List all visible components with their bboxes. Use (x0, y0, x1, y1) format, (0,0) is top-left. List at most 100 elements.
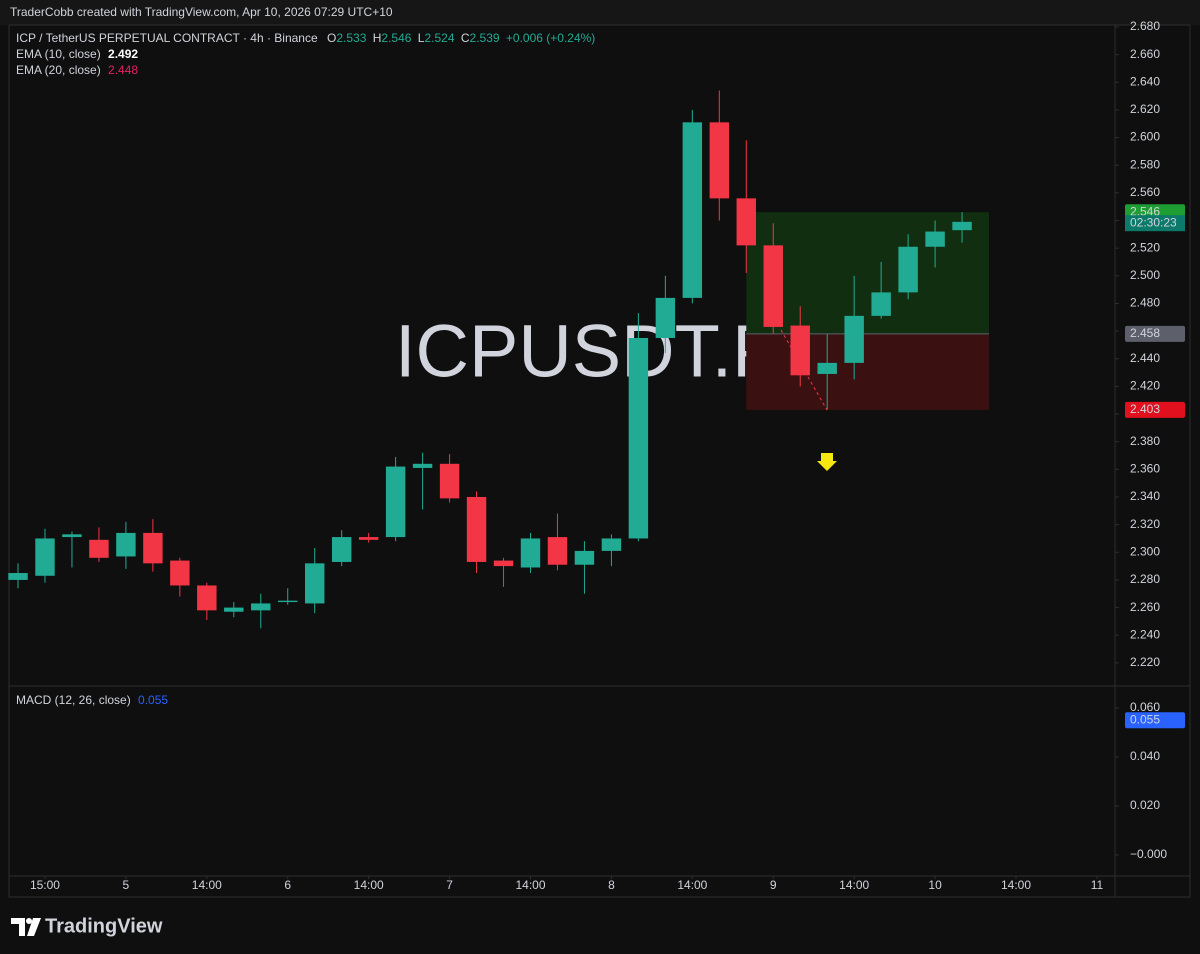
symbol-title: ICP / TetherUS PERPETUAL CONTRACT · 4h ·… (16, 31, 318, 45)
ohlc-value: 2.524 (424, 31, 454, 45)
logo-mark (11, 918, 25, 936)
ohlc-label: C (461, 31, 470, 45)
change-value: +0.006 (+0.24%) (506, 31, 595, 45)
candle-body (62, 534, 82, 538)
target-tag: 2.546 (1130, 204, 1160, 218)
candle-body (898, 246, 918, 293)
stop-zone (746, 333, 990, 410)
ohlc-value: 2.533 (336, 31, 366, 45)
x-tick-label: 9 (770, 878, 777, 892)
legend-main: ICP / TetherUS PERPETUAL CONTRACT · 4h ·… (16, 31, 595, 45)
legend-value: 2.448 (108, 63, 138, 77)
ohlc-label: O (327, 31, 336, 45)
x-tick-label: 14:00 (354, 878, 384, 892)
target-zone (746, 212, 990, 334)
candle-body (655, 297, 676, 338)
y-tick-label: 2.380 (1130, 434, 1160, 448)
y-tick-label: 2.560 (1130, 185, 1160, 199)
logo-mark (26, 918, 32, 924)
watermark: ICPUSDT.P (395, 310, 782, 393)
y-tick-label: 2.580 (1130, 157, 1160, 171)
candle-body (412, 463, 433, 468)
ohlc-value: 2.539 (470, 31, 500, 45)
candle-body (8, 573, 28, 580)
countdown-bg (1125, 215, 1185, 232)
candle-body (844, 315, 864, 363)
x-tick-label: 7 (446, 878, 453, 892)
x-tick-label: 15:00 (30, 878, 60, 892)
logo-mark (27, 918, 41, 936)
candle-body (197, 585, 217, 611)
y-tick-label: 0.060 (1130, 700, 1160, 714)
y-tick-label: 2.480 (1130, 296, 1160, 310)
countdown: 02:30:23 (1130, 215, 1177, 229)
candle-body (952, 221, 972, 231)
chart-layer: 2.6802.6602.6402.6202.6002.5802.5602.540… (8, 19, 1185, 892)
y-tick-label: 2.660 (1130, 47, 1160, 61)
candle-body (251, 603, 271, 611)
x-tick-label: 6 (284, 878, 291, 892)
value-tag-bg (1125, 712, 1185, 729)
y-tick-label: 2.440 (1130, 351, 1160, 365)
candle-body (547, 537, 568, 565)
arrow-marker (817, 453, 837, 471)
candle-body (520, 538, 541, 568)
ohlc-label: L (418, 31, 425, 45)
stop-tag-bg (1125, 401, 1185, 418)
y-tick-label: 2.680 (1130, 19, 1160, 33)
candle-body (305, 563, 325, 604)
x-tick-label: 5 (123, 878, 130, 892)
x-tick-label: 8 (608, 878, 615, 892)
candle-body (763, 245, 783, 327)
stop-tag: 2.403 (1130, 402, 1160, 416)
logo: TradingView (11, 915, 163, 937)
candle-body (871, 292, 891, 316)
y-tick-label: 2.620 (1130, 102, 1160, 116)
candle-body (709, 122, 730, 199)
x-tick-label: 14:00 (677, 878, 707, 892)
x-tick-label: 11 (1091, 878, 1104, 892)
legend-value: 2.492 (108, 47, 138, 61)
x-tick-label: 14:00 (515, 878, 545, 892)
candle-body (116, 532, 136, 557)
candle-body (493, 560, 514, 567)
candle-body (385, 466, 406, 538)
candle-body (439, 463, 460, 499)
y-tick-label: 2.220 (1130, 655, 1160, 669)
logo-text: TradingView (45, 915, 163, 937)
y-tick-label: −0.000 (1130, 847, 1167, 861)
y-tick-label: 2.340 (1130, 489, 1160, 503)
legend-ema20: EMA (20, close) 2.448 (16, 63, 138, 77)
candle-body (682, 122, 703, 298)
y-tick-label: 2.420 (1130, 379, 1160, 393)
ohlc-value: 2.546 (381, 31, 411, 45)
y-tick-label: 2.320 (1130, 517, 1160, 531)
y-tick-label: 2.280 (1130, 572, 1160, 586)
candle-body (790, 325, 810, 376)
legend-name: MACD (12, 26, close) (16, 693, 131, 707)
y-tick-label: 0.020 (1130, 798, 1160, 812)
entry-tag: 2.458 (1130, 326, 1160, 340)
top-bar (0, 0, 1200, 25)
x-tick-label: 14:00 (839, 878, 869, 892)
legend-macd: MACD (12, 26, close) 0.055 (16, 693, 168, 707)
y-tick-label: 2.260 (1130, 600, 1160, 614)
y-tick-label: 2.360 (1130, 462, 1160, 476)
candle-body (601, 538, 622, 551)
legend-name: EMA (20, close) (16, 63, 101, 77)
y-tick-label: 2.520 (1130, 240, 1160, 254)
candle-body (331, 537, 352, 562)
candle-body (574, 550, 595, 565)
candle-body (170, 560, 190, 586)
x-tick-label: 10 (928, 878, 942, 892)
candle-body (817, 362, 837, 374)
candle-body (89, 539, 109, 558)
legend-value: 0.055 (138, 693, 168, 707)
candle-body (628, 337, 649, 539)
entry-tag-bg (1125, 325, 1185, 342)
y-tick-label: 0.040 (1130, 749, 1160, 763)
y-tick-label: 2.300 (1130, 544, 1160, 558)
y-tick-label: 2.240 (1130, 627, 1160, 641)
candle-body (736, 198, 756, 246)
